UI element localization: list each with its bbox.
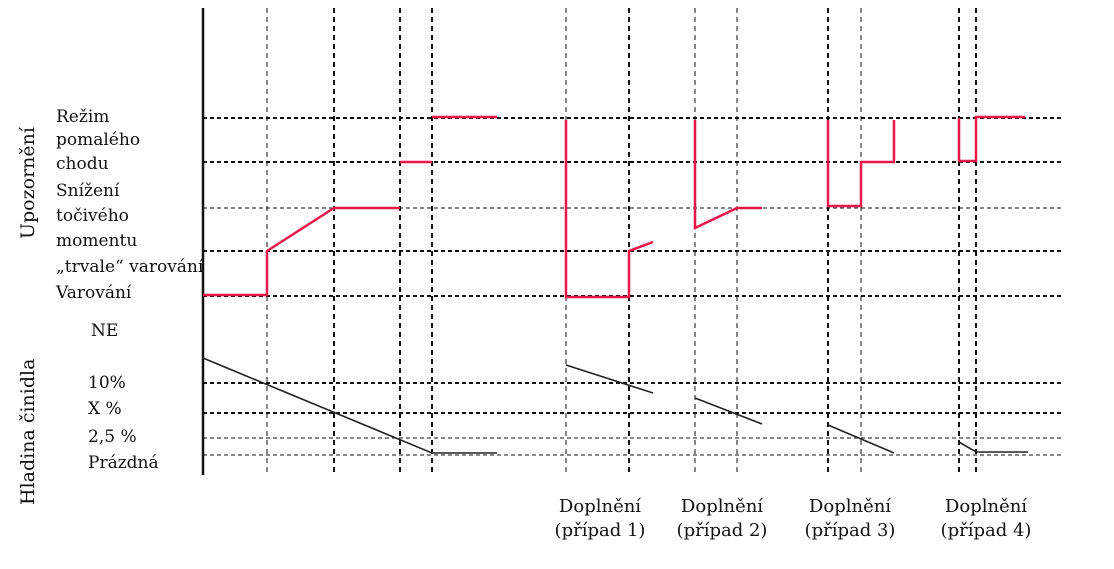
case-subtitle: (případ 4) <box>940 520 1032 541</box>
label-momentu: momentu <box>56 231 138 251</box>
label-ne: NE <box>91 321 119 341</box>
label-trvale-varovani: „trvale“ varování <box>56 257 204 277</box>
case-subtitle: (případ 2) <box>676 520 768 541</box>
case-title: Doplnění <box>944 496 1028 517</box>
label-pomaleho: pomalého <box>56 130 141 150</box>
level-trace-case-2 <box>694 397 763 425</box>
case-subtitle: (případ 1) <box>554 520 646 541</box>
label-10pct: 10% <box>88 373 126 393</box>
case-caption-4: Doplnění (případ 4) <box>931 495 1041 543</box>
level-traces <box>202 357 1028 454</box>
warning-trace-case-2 <box>693 120 762 230</box>
warning-trace-case-4 <box>957 115 1025 163</box>
time-markers <box>266 8 977 475</box>
case-caption-2: Doplnění (případ 2) <box>667 495 777 543</box>
label-snizeni: Snížení <box>56 181 120 201</box>
case-title: Doplnění <box>808 496 892 517</box>
label-x-pct: X % <box>88 399 122 419</box>
level-trace-initial <box>202 357 497 454</box>
label-prazdna: Prázdná <box>88 453 159 473</box>
level-trace-case-4 <box>958 441 1028 453</box>
level-lines <box>203 117 1062 456</box>
case-subtitle: (případ 3) <box>804 520 896 541</box>
warning-trace-case-1 <box>564 120 654 299</box>
warning-traces <box>203 115 1025 299</box>
upper-axis-title: Upozornění <box>17 127 39 239</box>
case-caption-3: Doplnění (případ 3) <box>795 495 905 543</box>
case-caption-1: Doplnění (případ 1) <box>545 495 655 543</box>
level-trace-case-3 <box>827 424 895 454</box>
label-2-5pct: 2,5 % <box>88 427 137 447</box>
case-title: Doplnění <box>680 496 764 517</box>
label-rezim: Režim <box>56 107 110 127</box>
lower-axis-title: Hladina činidla <box>17 358 39 505</box>
case-title: Doplnění <box>558 496 642 517</box>
warning-trace-case-3 <box>826 120 896 208</box>
warning-trace-initial <box>203 206 400 297</box>
label-chodu: chodu <box>56 154 109 174</box>
label-tociveho: točivého <box>56 206 129 226</box>
label-varovani: Varování <box>56 283 132 303</box>
level-trace-case-1 <box>565 364 654 394</box>
